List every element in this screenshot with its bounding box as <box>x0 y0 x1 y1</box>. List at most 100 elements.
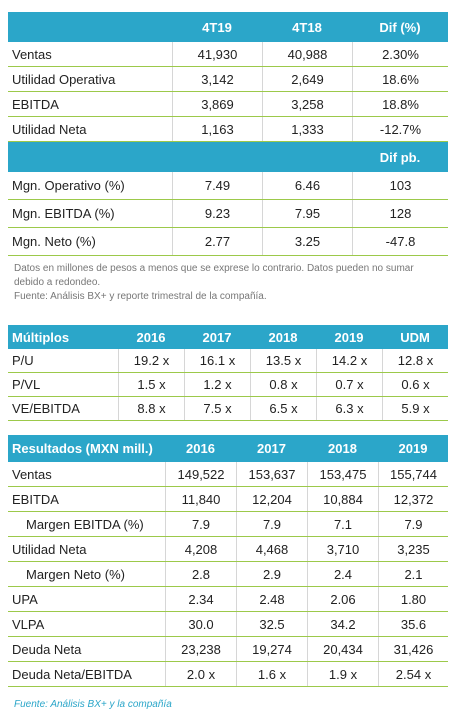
cell: 1.2 x <box>184 373 250 396</box>
cell: 13.5 x <box>250 349 316 372</box>
data-row: VLPA 30.0 32.5 34.2 35.6 <box>8 612 448 637</box>
cell: Margen EBITDA (%) <box>26 516 144 532</box>
cell: 0.8 x <box>250 373 316 396</box>
cell: VLPA <box>12 616 45 632</box>
cell: Ventas <box>12 46 52 62</box>
data-row: Margen Neto (%) 2.8 2.9 2.4 2.1 <box>8 562 448 587</box>
cell: 0.6 x <box>382 373 448 396</box>
cell: 12.8 x <box>382 349 448 372</box>
cell: 7.95 <box>262 200 352 227</box>
data-row: Utilidad Neta 4,208 4,468 3,710 3,235 <box>8 537 448 562</box>
cell: 6.3 x <box>316 397 382 420</box>
cell: 2,649 <box>262 67 352 91</box>
multiples-table: Múltiplos 2016 2017 2018 2019 UDM P/U 19.2 x 16.… <box>8 325 448 421</box>
cell: 2016 <box>186 441 215 456</box>
data-row: Ventas 41,930 40,988 2.30% <box>8 42 448 67</box>
source: Fuente: Análisis BX+ y reporte trimestra… <box>14 291 267 302</box>
cell: 2.0 x <box>165 662 236 686</box>
cell: 8.8 x <box>118 397 184 420</box>
cell: 153,475 <box>307 462 378 486</box>
results-table: Resultados (MXN mill.) 2016 2017 2018 2019 Ve… <box>8 435 448 687</box>
cell: 4T18 <box>292 19 322 35</box>
cell: 2017 <box>202 329 232 345</box>
cell: 31,426 <box>378 637 448 661</box>
cell: 3,235 <box>378 537 448 561</box>
header-row: Dif pb. <box>8 142 448 172</box>
cell: 9.23 <box>172 200 262 227</box>
summary-table: 4T19 4T18 Dif (%) Ventas 41,930 40,988 2.30% Ut… <box>8 12 448 256</box>
cell: 32.5 <box>236 612 307 636</box>
cell: 7.9 <box>165 512 236 536</box>
cell: Deuda Neta <box>12 641 82 657</box>
cell: 2019 <box>334 329 364 345</box>
cell: VE/EBITDA <box>12 401 80 416</box>
cell: 149,522 <box>165 462 236 486</box>
cell: 2.9 <box>236 562 307 586</box>
data-row: EBITDA 3,869 3,258 18.8% <box>8 92 448 117</box>
cell: 5.9 x <box>382 397 448 420</box>
cell: 1,163 <box>172 117 262 141</box>
cell: 2.30% <box>352 42 448 66</box>
cell: 6.5 x <box>250 397 316 420</box>
empty-cell <box>8 142 172 172</box>
header-row: Resultados (MXN mill.) 2016 2017 2018 2019 <box>8 435 448 462</box>
empty-cell <box>172 142 262 172</box>
cell: Mgn. EBITDA (%) <box>12 206 115 221</box>
cell: UPA <box>12 591 38 607</box>
cell: 18.8% <box>352 92 448 116</box>
cell: 7.49 <box>172 172 262 199</box>
results-source: Fuente: Análisis BX+ y la compañía <box>14 699 172 710</box>
cell: Resultados (MXN mill.) <box>12 441 153 456</box>
cell: 1.80 <box>378 587 448 611</box>
note: Datos en millones de pesos a menos que s… <box>14 263 414 288</box>
data-row: P/U 19.2 x 16.1 x 13.5 x 14.2 x 12.8 x <box>8 349 448 373</box>
cell: 18.6% <box>352 67 448 91</box>
cell: UDM <box>400 329 430 345</box>
cell: 1.9 x <box>307 662 378 686</box>
cell: 153,637 <box>236 462 307 486</box>
cell: 35.6 <box>378 612 448 636</box>
cell: Utilidad Operativa <box>12 71 116 87</box>
data-row: Mgn. Neto (%) 2.77 3.25 -47.8 <box>8 228 448 256</box>
data-row: P/VL 1.5 x 1.2 x 0.8 x 0.7 x 0.6 x <box>8 373 448 397</box>
cell: 41,930 <box>172 42 262 66</box>
empty-cell <box>8 12 172 42</box>
cell: 14.2 x <box>316 349 382 372</box>
cell: 2.8 <box>165 562 236 586</box>
cell: 3,142 <box>172 67 262 91</box>
header-row: 4T19 4T18 Dif (%) <box>8 12 448 42</box>
cell: 19.2 x <box>118 349 184 372</box>
cell: 128 <box>352 200 448 227</box>
cell: 19,274 <box>236 637 307 661</box>
cell: Mgn. Neto (%) <box>12 234 96 249</box>
cell: P/VL <box>12 377 41 392</box>
cell: 2.1 <box>378 562 448 586</box>
cell: Mgn. Operativo (%) <box>12 178 125 193</box>
data-row: Mgn. Operativo (%) 7.49 6.46 103 <box>8 172 448 200</box>
cell: EBITDA <box>12 491 59 507</box>
header-row: Múltiplos 2016 2017 2018 2019 UDM <box>8 325 448 349</box>
cell: 12,372 <box>378 487 448 511</box>
data-row: EBITDA 11,840 12,204 10,884 12,372 <box>8 487 448 512</box>
cell: Deuda Neta/EBITDA <box>12 666 132 682</box>
cell: Múltiplos <box>12 329 70 345</box>
data-row: Mgn. EBITDA (%) 9.23 7.95 128 <box>8 200 448 228</box>
cell: 2.06 <box>307 587 378 611</box>
cell: -47.8 <box>352 228 448 255</box>
empty-cell <box>262 142 352 172</box>
cell: 103 <box>352 172 448 199</box>
data-row: Deuda Neta/EBITDA 2.0 x 1.6 x 1.9 x 2.54 x <box>8 662 448 687</box>
cell: 2.4 <box>307 562 378 586</box>
cell: 30.0 <box>165 612 236 636</box>
cell: EBITDA <box>12 96 59 112</box>
cell: 7.5 x <box>184 397 250 420</box>
cell: 7.1 <box>307 512 378 536</box>
data-row: Margen EBITDA (%) 7.9 7.9 7.1 7.9 <box>8 512 448 537</box>
data-row: Utilidad Operativa 3,142 2,649 18.6% <box>8 67 448 92</box>
cell: 2018 <box>268 329 298 345</box>
cell: Dif (%) <box>379 19 421 35</box>
cell: Margen Neto (%) <box>26 566 125 582</box>
cell: 40,988 <box>262 42 352 66</box>
cell: 1.6 x <box>236 662 307 686</box>
cell: 23,238 <box>165 637 236 661</box>
